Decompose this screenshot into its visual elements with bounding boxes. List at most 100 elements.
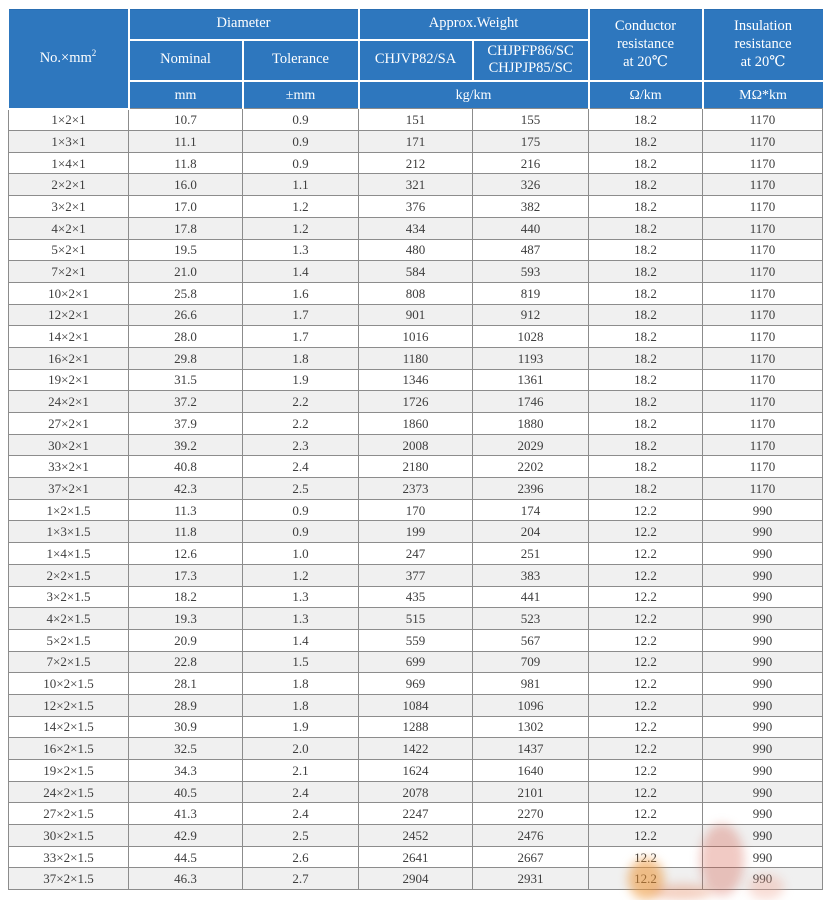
cell-weight-chjvp82: 1422 — [358, 737, 474, 760]
cell-weight-chjvp82: 480 — [358, 238, 474, 262]
cell-insulation-resistance: 1170 — [702, 173, 824, 197]
cell-weight-chjvp82: 1346 — [358, 368, 474, 392]
cell-no-mm2: 19×2×1 — [8, 368, 129, 392]
cell-conductor-resistance: 12.2 — [588, 780, 704, 804]
cell-nominal-diameter: 28.0 — [128, 325, 243, 348]
table-row: 27×2×1 37.9 2.2 1860 1880 18.2 1170 — [8, 412, 824, 435]
table-row: 7×2×1 21.0 1.4 584 593 18.2 1170 — [8, 260, 824, 283]
unit-mm: mm — [128, 80, 244, 109]
cell-nominal-diameter: 18.2 — [128, 585, 243, 609]
cell-insulation-resistance: 990 — [702, 759, 824, 782]
cell-insulation-resistance: 990 — [702, 715, 824, 739]
cell-insulation-resistance: 1170 — [702, 325, 824, 348]
table-row: 14×2×1 28.0 1.7 1016 1028 18.2 1170 — [8, 325, 824, 348]
cell-insulation-resistance: 1170 — [702, 368, 824, 392]
cell-weight-chjpfp86: 2396 — [472, 477, 590, 500]
unit-plusminus-mm: ±mm — [242, 80, 360, 109]
cell-weight-chjpfp86: 204 — [472, 520, 590, 544]
header-no-mm2: No.×mm2 — [8, 8, 130, 110]
cell-conductor-resistance: 18.2 — [588, 195, 704, 218]
cell-tolerance: 1.0 — [241, 542, 360, 565]
cell-insulation-resistance: 1170 — [702, 130, 824, 153]
header-no-label: No.×mm — [39, 50, 92, 67]
table-row: 5×2×1.5 20.9 1.4 559 567 12.2 990 — [8, 628, 824, 652]
cell-nominal-diameter: 37.9 — [128, 412, 243, 435]
cell-weight-chjpfp86: 216 — [472, 151, 590, 175]
cell-insulation-resistance: 1170 — [702, 195, 824, 218]
cell-weight-chjvp82: 1016 — [358, 325, 474, 348]
cell-weight-chjpfp86: 1193 — [472, 346, 590, 370]
cell-no-mm2: 2×2×1.5 — [8, 563, 129, 587]
cell-weight-chjvp82: 151 — [358, 108, 474, 132]
header-no-superscript: 2 — [91, 48, 97, 59]
table-header: No.×mm2 Diameter Approx.Weight Conductor… — [8, 8, 823, 110]
cell-tolerance: 1.9 — [241, 368, 360, 392]
cell-weight-chjvp82: 321 — [358, 173, 474, 197]
cell-no-mm2: 24×2×1.5 — [8, 780, 129, 804]
cell-no-mm2: 37×2×1 — [8, 477, 129, 500]
cell-weight-chjvp82: 434 — [358, 216, 474, 240]
cell-weight-chjvp82: 901 — [358, 303, 474, 327]
cell-tolerance: 1.7 — [241, 303, 360, 327]
cell-tolerance: 1.1 — [241, 173, 360, 197]
header-tolerance: Tolerance — [242, 39, 360, 82]
cell-insulation-resistance: 990 — [702, 780, 824, 804]
cell-weight-chjpfp86: 593 — [472, 260, 590, 283]
cell-tolerance: 2.4 — [241, 802, 360, 826]
header-chjpfp86: CHJPFP86/SC CHJPJP85/SC — [472, 39, 590, 82]
cell-nominal-diameter: 34.3 — [128, 759, 243, 782]
cell-nominal-diameter: 37.2 — [128, 390, 243, 413]
table-row: 4×2×1.5 19.3 1.3 515 523 12.2 990 — [8, 607, 824, 630]
cell-nominal-diameter: 29.8 — [128, 346, 243, 370]
cell-weight-chjvp82: 969 — [358, 672, 474, 695]
cell-conductor-resistance: 18.2 — [588, 238, 704, 262]
cell-conductor-resistance: 12.2 — [588, 520, 704, 544]
cell-no-mm2: 37×2×1.5 — [8, 867, 129, 891]
table-row: 4×2×1 17.8 1.2 434 440 18.2 1170 — [8, 216, 824, 240]
cell-no-mm2: 1×2×1 — [8, 108, 129, 132]
cell-nominal-diameter: 20.9 — [128, 628, 243, 652]
cell-weight-chjvp82: 1084 — [358, 693, 474, 717]
cell-conductor-resistance: 12.2 — [588, 607, 704, 630]
cell-nominal-diameter: 17.3 — [128, 563, 243, 587]
cell-insulation-resistance: 990 — [702, 607, 824, 630]
cell-weight-chjvp82: 2904 — [358, 867, 474, 891]
cell-tolerance: 0.9 — [241, 108, 360, 132]
cell-no-mm2: 24×2×1 — [8, 390, 129, 413]
cell-weight-chjpfp86: 251 — [472, 542, 590, 565]
cell-no-mm2: 12×2×1 — [8, 303, 129, 327]
table-row: 30×2×1 39.2 2.3 2008 2029 18.2 1170 — [8, 433, 824, 457]
cell-weight-chjpfp86: 441 — [472, 585, 590, 609]
cell-conductor-resistance: 12.2 — [588, 542, 704, 565]
cell-insulation-resistance: 990 — [702, 737, 824, 760]
cell-nominal-diameter: 11.8 — [128, 151, 243, 175]
cell-weight-chjpfp86: 912 — [472, 303, 590, 327]
header-nominal: Nominal — [128, 39, 244, 82]
cell-no-mm2: 16×2×1.5 — [8, 737, 129, 760]
cell-conductor-resistance: 18.2 — [588, 455, 704, 479]
cell-conductor-resistance: 18.2 — [588, 216, 704, 240]
table-row: 12×2×1.5 28.9 1.8 1084 1096 12.2 990 — [8, 693, 824, 717]
cell-conductor-resistance: 18.2 — [588, 303, 704, 327]
cell-conductor-resistance: 18.2 — [588, 390, 704, 413]
cell-nominal-diameter: 11.1 — [128, 130, 243, 153]
cell-tolerance: 2.2 — [241, 412, 360, 435]
cell-weight-chjpfp86: 326 — [472, 173, 590, 197]
cell-weight-chjvp82: 376 — [358, 195, 474, 218]
cell-no-mm2: 19×2×1.5 — [8, 759, 129, 782]
cell-no-mm2: 12×2×1.5 — [8, 693, 129, 717]
cell-conductor-resistance: 18.2 — [588, 108, 704, 132]
cell-conductor-resistance: 12.2 — [588, 737, 704, 760]
cell-tolerance: 2.4 — [241, 780, 360, 804]
cell-conductor-resistance: 12.2 — [588, 867, 704, 891]
cell-tolerance: 1.3 — [241, 238, 360, 262]
cell-nominal-diameter: 40.5 — [128, 780, 243, 804]
cell-tolerance: 2.2 — [241, 390, 360, 413]
cell-no-mm2: 2×2×1 — [8, 173, 129, 197]
cell-weight-chjvp82: 2247 — [358, 802, 474, 826]
table-row: 27×2×1.5 41.3 2.4 2247 2270 12.2 990 — [8, 802, 824, 826]
cell-insulation-resistance: 1170 — [702, 260, 824, 283]
table-row: 30×2×1.5 42.9 2.5 2452 2476 12.2 990 — [8, 824, 824, 847]
cell-tolerance: 1.6 — [241, 281, 360, 305]
cell-weight-chjvp82: 2078 — [358, 780, 474, 804]
